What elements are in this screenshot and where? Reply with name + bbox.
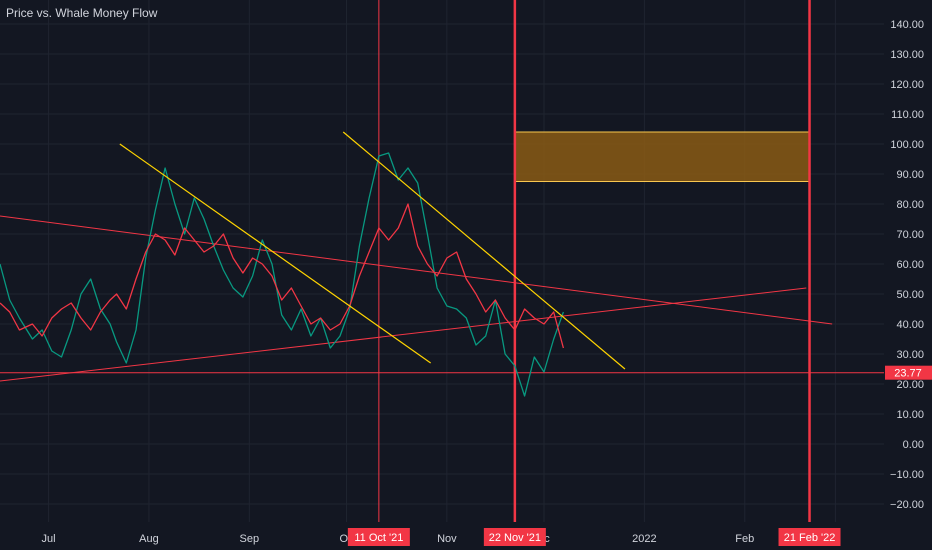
x-tick-label: Jul <box>42 533 56 545</box>
y-tick-label: 100.00 <box>890 139 924 151</box>
y-tick-label: 0.00 <box>903 439 924 451</box>
x-tick-label: 2022 <box>632 533 656 545</box>
y-tick-label: 90.00 <box>896 169 924 181</box>
yellow-trendline[interactable] <box>342 131 626 370</box>
y-tick-label: 10.00 <box>896 409 924 421</box>
y-tick-label: 140.00 <box>890 19 924 31</box>
marker-date-tag <box>483 528 546 546</box>
price-series-line[interactable] <box>0 203 565 349</box>
chart-title: Price vs. Whale Money Flow <box>6 6 158 20</box>
x-tick-label: Nov <box>437 533 457 545</box>
marker-date-label: 11 Oct '21 <box>354 532 403 544</box>
y-tick-label: 60.00 <box>896 259 924 271</box>
y-tick-label: −10.00 <box>890 469 924 481</box>
y-tick-label: 110.00 <box>891 109 924 121</box>
y-tick-label: 70.00 <box>896 229 924 241</box>
money-flow-series-line[interactable] <box>0 152 565 397</box>
y-tick-label: 120.00 <box>890 79 924 91</box>
y-tick-label: 40.00 <box>896 319 924 331</box>
marker-date-label: 21 Feb '22 <box>784 532 836 544</box>
yellow-trendline[interactable] <box>119 143 432 364</box>
target-zone-box[interactable] <box>514 131 811 182</box>
red-trendline[interactable] <box>0 287 807 382</box>
y-tick-label: 50.00 <box>896 289 924 301</box>
y-tick-label: 80.00 <box>896 199 924 211</box>
y-tick-label: 30.00 <box>896 349 924 361</box>
marker-date-label: 22 Nov '21 <box>489 532 541 544</box>
x-tick-label: Feb <box>735 533 754 545</box>
x-tick-label: Sep <box>240 533 260 545</box>
y-tick-label: 130.00 <box>890 49 924 61</box>
red-trendline[interactable] <box>0 215 833 325</box>
level-price-label: 23.77 <box>894 368 922 380</box>
level-price-tag <box>885 365 932 380</box>
y-tick-label: 20.00 <box>896 379 924 391</box>
y-tick-label: −20.00 <box>890 499 924 511</box>
marker-date-tag <box>778 528 841 546</box>
x-tick-label: Aug <box>139 533 159 545</box>
marker-date-tag <box>347 528 410 546</box>
